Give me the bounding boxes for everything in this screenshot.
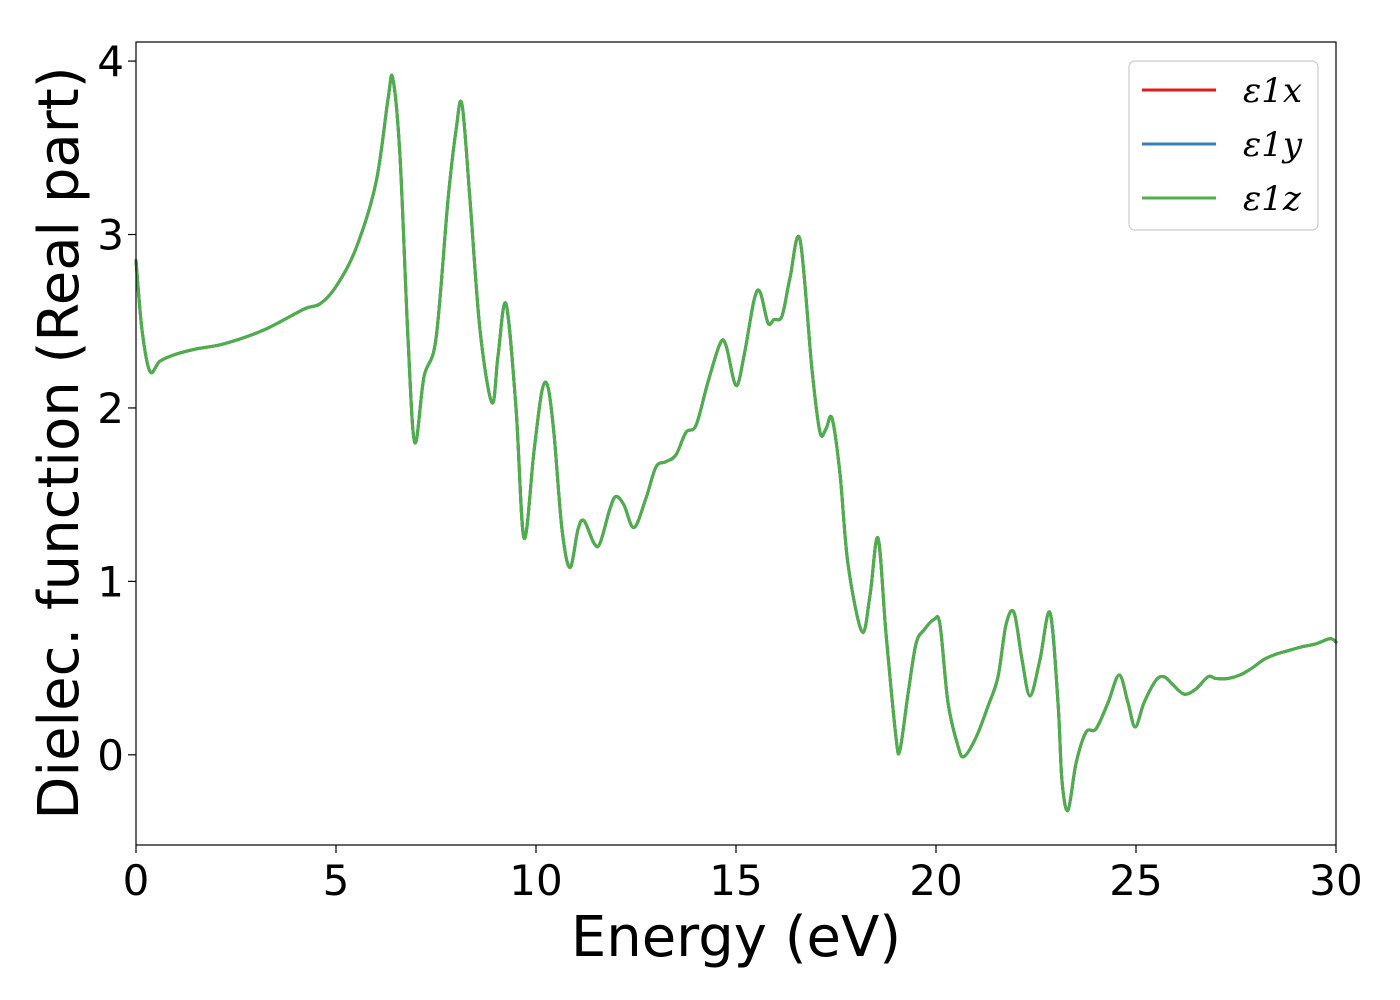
x-tick-label: 0 (123, 856, 150, 905)
y-axis: 0 1 2 3 4 (97, 37, 136, 780)
y-tick-label: 3 (97, 211, 124, 260)
curves-group (134, 73, 1338, 813)
legend-label-2: ε1y (1243, 125, 1303, 165)
x-tick-label: 5 (323, 856, 350, 905)
x-tick-label: 10 (509, 856, 562, 905)
legend-label-3: ε1z (1243, 179, 1302, 219)
y-tick-label: 4 (97, 37, 124, 86)
y-tick-label: 1 (97, 557, 124, 606)
y-axis-title: Dielec. function (Real part) (27, 66, 92, 819)
y-tick-label: 0 (97, 731, 124, 780)
legend: ε1x ε1y ε1z (1128, 60, 1319, 231)
x-axis-title: Energy (eV) (571, 905, 901, 970)
x-axis: 0 5 10 15 20 25 30 (123, 845, 1363, 905)
legend-label-1: ε1x (1243, 71, 1302, 111)
x-tick-label: 25 (1109, 856, 1162, 905)
x-tick-label: 20 (909, 856, 962, 905)
x-tick-label: 15 (709, 856, 762, 905)
y-tick-label: 2 (97, 384, 124, 433)
x-tick-label: 30 (1309, 856, 1362, 905)
series-line-3 (134, 73, 1338, 813)
legend-box (1128, 60, 1319, 231)
